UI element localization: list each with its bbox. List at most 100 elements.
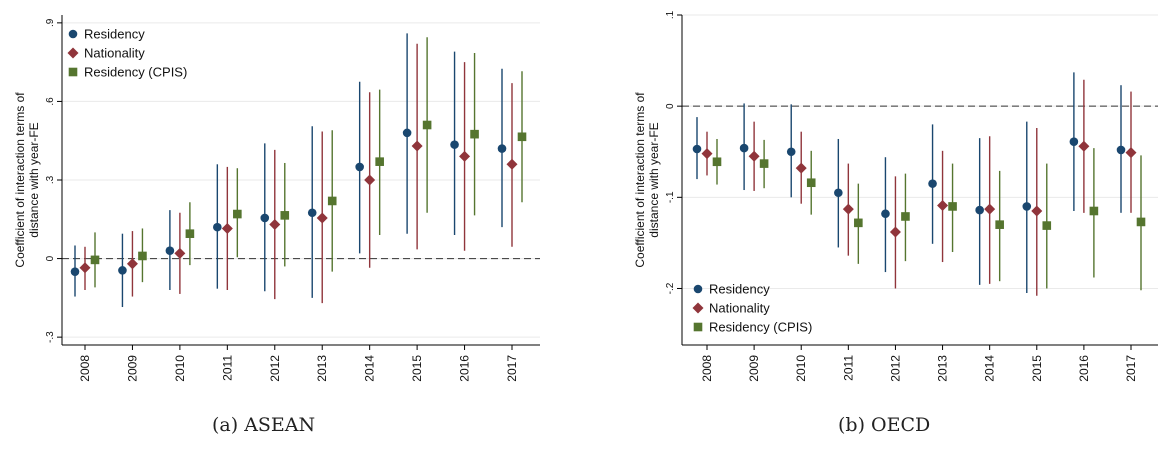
y-axis-label-line1: Coefficient of interaction terms of (13, 92, 27, 268)
x-tick-label: 2014 (983, 355, 997, 382)
data-point (712, 157, 722, 167)
x-tick-label: 2017 (505, 355, 519, 382)
data-point (260, 213, 270, 223)
data-point (375, 157, 384, 166)
data-point (984, 203, 996, 215)
x-tick-label: 2012 (888, 355, 902, 382)
data-point (138, 251, 147, 261)
data-point (280, 211, 290, 220)
data-point (174, 247, 186, 259)
y-tick-label: .6 (45, 97, 56, 106)
x-tick-label: 2015 (1030, 355, 1044, 382)
legend-marker (692, 302, 704, 314)
data-point (118, 266, 127, 275)
x-tick-label: 2013 (936, 355, 950, 382)
legend-marker (68, 67, 78, 77)
legend-marker (68, 29, 78, 39)
data-point (90, 255, 100, 265)
figure-canvas: -.3 0 .3 .6 .9 Coefficient of interaction ter… (13, 10, 1158, 382)
x-tick-label: 2013 (315, 355, 329, 382)
data-point (1042, 221, 1052, 230)
data-point (422, 120, 432, 130)
data-point (739, 143, 749, 153)
legend-marker (67, 47, 79, 59)
data-point (126, 258, 138, 270)
data-point (1022, 202, 1032, 211)
x-tick-label: 2010 (173, 355, 187, 382)
data-point (1031, 205, 1043, 217)
y-tick-label: 0 (45, 255, 56, 261)
data-point (1136, 217, 1146, 227)
data-point (975, 205, 984, 215)
y-axis-label-line2: distance with year-FE (27, 122, 41, 237)
data-point (901, 212, 910, 221)
data-point (213, 222, 222, 232)
data-point (834, 188, 843, 198)
legend-label: Residency (709, 282, 770, 297)
data-point (692, 144, 702, 154)
data-point (786, 147, 796, 157)
caption-b: (b) OECD (838, 414, 931, 436)
data-point (995, 220, 1004, 229)
x-tick-label: 2016 (458, 355, 472, 382)
data-point (1125, 147, 1137, 159)
data-point (221, 222, 233, 234)
data-point (307, 208, 317, 218)
data-point (506, 158, 518, 170)
x-tick-label: 2012 (268, 355, 282, 382)
data-point (185, 229, 195, 238)
legend-label: Residency (CPIS) (84, 65, 187, 80)
data-point (854, 218, 863, 228)
data-point (948, 202, 957, 211)
y-axis-label-line1: Coefficient of interaction terms of (633, 92, 647, 268)
x-tick-label: 2008 (78, 355, 92, 382)
data-point (889, 226, 901, 238)
data-point (316, 212, 328, 224)
legend-label: Nationality (84, 46, 145, 61)
data-point (402, 128, 412, 138)
y-tick-label: 0 (665, 103, 676, 109)
x-tick-label: 2016 (1077, 355, 1091, 382)
y-tick-label: -.3 (45, 331, 56, 343)
x-tick-label: 2009 (125, 355, 139, 382)
x-tick-label: 2010 (794, 355, 808, 382)
data-point (806, 178, 816, 188)
y-tick-label: .9 (45, 18, 56, 27)
chart-oecd: -.2 -.1 0 .1 Coefficient of interaction term… (633, 10, 1158, 382)
legend-marker (693, 322, 703, 332)
legend-label: Nationality (709, 301, 770, 316)
data-point (269, 219, 281, 231)
x-tick-label: 2017 (1124, 355, 1138, 382)
data-point (79, 262, 91, 274)
data-point (470, 129, 479, 139)
data-point (327, 196, 337, 206)
x-tick-label: 2008 (700, 355, 714, 382)
data-point (795, 162, 807, 174)
data-point (165, 246, 175, 256)
data-point (759, 159, 769, 168)
y-tick-label: -.1 (665, 191, 676, 203)
data-point (450, 140, 459, 149)
y-tick-label: -.2 (665, 282, 676, 294)
data-point (701, 148, 713, 160)
legend-label: Residency (CPIS) (709, 320, 812, 335)
data-point (928, 179, 937, 188)
data-point (355, 162, 364, 172)
y-tick-label: .1 (665, 10, 676, 19)
data-point (1078, 140, 1090, 152)
legend-label: Residency (84, 27, 145, 42)
x-tick-label: 2014 (363, 355, 377, 382)
caption-a: (a) ASEAN (212, 414, 316, 436)
data-point (842, 203, 854, 215)
data-point (411, 140, 423, 152)
y-tick-label: .3 (45, 175, 56, 184)
data-point (937, 200, 949, 212)
data-point (1069, 137, 1079, 147)
data-point (1089, 206, 1099, 216)
data-point (1116, 145, 1126, 155)
data-point (497, 144, 507, 153)
legend-marker (693, 284, 703, 294)
data-point (70, 267, 80, 276)
data-point (233, 209, 242, 219)
x-tick-label: 2011 (220, 355, 234, 381)
